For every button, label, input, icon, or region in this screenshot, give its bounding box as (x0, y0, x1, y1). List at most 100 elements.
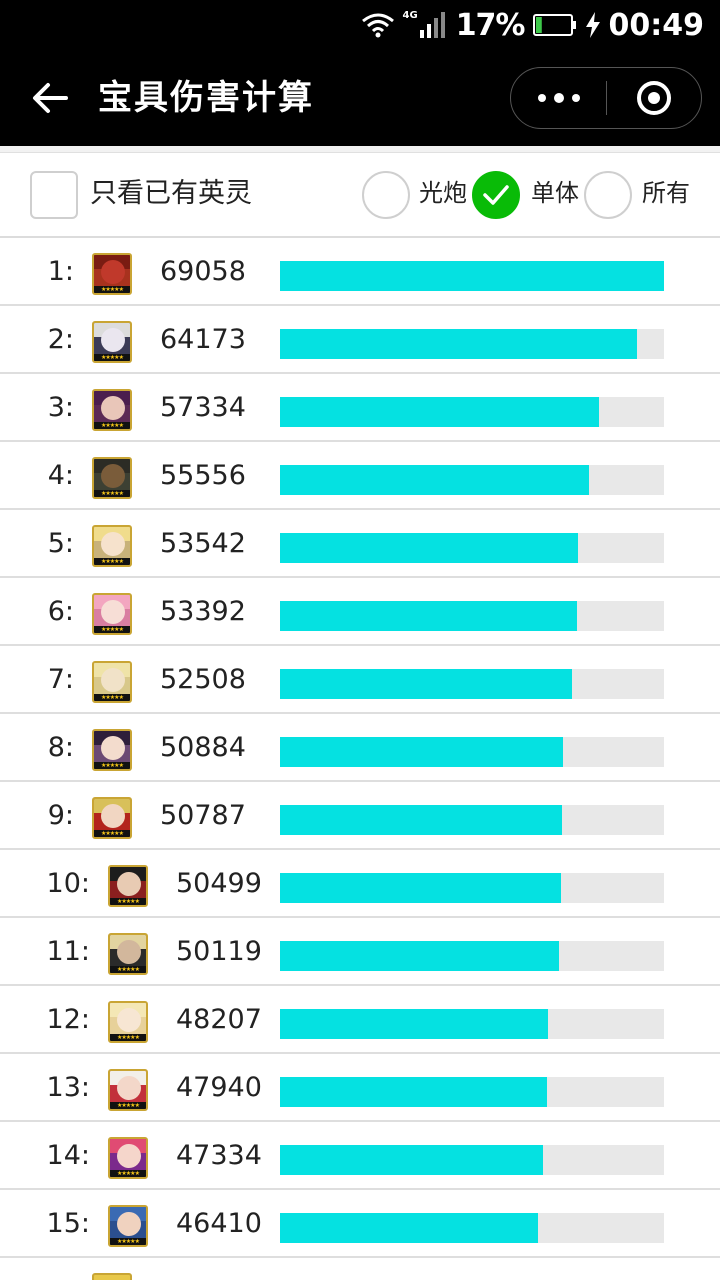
rarity-stars: ★★★★★ (110, 1238, 146, 1245)
servant-avatar: ★★★★★ (92, 321, 132, 363)
rarity-stars: ★★★★★ (110, 966, 146, 973)
damage-bar-fill (280, 941, 559, 971)
damage-bar-track (280, 329, 664, 359)
servant-avatar: ★★★★★ (92, 253, 132, 295)
damage-bar-fill (280, 465, 589, 495)
more-dot-icon (553, 93, 564, 103)
radio-single-target[interactable] (472, 171, 520, 219)
ranking-row[interactable]: 3: ★★★★★ 57334 (0, 374, 720, 442)
servant-avatar: ★★★★★ (108, 865, 148, 907)
ranking-row[interactable]: 14: ★★★★★ 47334 (0, 1122, 720, 1190)
rank-number: 8: (47, 732, 74, 763)
ranking-row[interactable]: 1: ★★★★★ 69058 (0, 238, 720, 306)
rank-number: 7: (47, 664, 74, 695)
ranking-row[interactable]: 10: ★★★★★ 50499 (0, 850, 720, 918)
ranking-row[interactable]: 2: ★★★★★ 64173 (0, 306, 720, 374)
ranking-row[interactable]: 7: ★★★★★ 52508 (0, 646, 720, 714)
avatar-face (101, 328, 125, 352)
rarity-stars: ★★★★★ (110, 898, 146, 905)
damage-bar-track (280, 601, 664, 631)
avatar-face (117, 872, 141, 896)
ranking-row[interactable]: 11: ★★★★★ 50119 (0, 918, 720, 986)
damage-bar-fill (280, 873, 561, 903)
rarity-stars: ★★★★★ (94, 762, 130, 769)
servant-avatar: ★★★★★ (108, 1205, 148, 1247)
damage-bar-fill (280, 261, 664, 291)
servant-avatar: ★★★★★ (108, 933, 148, 975)
servant-avatar: ★★★★★ (92, 661, 132, 703)
servant-avatar: ★★★★★ (108, 1069, 148, 1111)
damage-bar-fill (280, 1077, 547, 1107)
rarity-stars: ★★★★★ (94, 694, 130, 701)
ranking-row[interactable]: 15: ★★★★★ 46410 (0, 1190, 720, 1258)
only-owned-label[interactable]: 只看已有英灵 (90, 178, 252, 209)
avatar-face (117, 1076, 141, 1100)
charging-icon (585, 12, 600, 38)
damage-value: 50787 (160, 800, 246, 831)
damage-bar-track (280, 261, 664, 291)
miniprogram-capsule (510, 67, 702, 129)
rank-number: 4: (47, 460, 74, 491)
battery-icon (532, 14, 576, 36)
only-owned-checkbox[interactable] (30, 171, 78, 219)
radio-aoe[interactable] (362, 171, 410, 219)
damage-bar-track (280, 873, 664, 903)
rarity-stars: ★★★★★ (94, 626, 130, 633)
damage-bar-fill (280, 1009, 549, 1039)
more-dot-icon (571, 94, 580, 102)
ranking-list: 1: ★★★★★ 69058 2: ★★★★★ 64173 3: ★★★★★ 57334 4: ★★… (0, 238, 720, 1280)
close-miniprogram-button[interactable] (607, 68, 701, 128)
rank-number: 2: (47, 324, 74, 355)
ranking-row[interactable]: ★★★★★ (0, 1258, 720, 1280)
ranking-row[interactable]: 9: ★★★★★ 50787 (0, 782, 720, 850)
wifi-icon (361, 13, 394, 38)
ranking-row[interactable]: 5: ★★★★★ 53542 (0, 510, 720, 578)
damage-bar-fill (280, 669, 572, 699)
radio-all-label[interactable]: 所有 (642, 179, 690, 207)
rank-number: 11: (46, 936, 90, 967)
servant-avatar: ★★★★★ (92, 525, 132, 567)
target-dot (648, 92, 660, 104)
damage-bar-track (280, 805, 664, 835)
damage-bar-fill (280, 1213, 539, 1243)
radio-single-target-label[interactable]: 单体 (531, 179, 579, 207)
damage-bar-track (280, 1213, 664, 1243)
rank-number: 6: (47, 596, 74, 627)
ranking-row[interactable]: 4: ★★★★★ 55556 (0, 442, 720, 510)
damage-value: 55556 (160, 460, 246, 491)
radio-aoe-label[interactable]: 光炮 (419, 179, 467, 207)
ranking-row[interactable]: 6: ★★★★★ 53392 (0, 578, 720, 646)
damage-bar-track (280, 533, 664, 563)
network-type: 4G (402, 9, 418, 21)
servant-avatar: ★★★★★ (92, 457, 132, 499)
rank-number: 1: (47, 256, 74, 287)
avatar-face (117, 1008, 141, 1032)
rarity-stars: ★★★★★ (110, 1102, 146, 1109)
damage-value: 47940 (176, 1072, 262, 1103)
damage-value: 50884 (160, 732, 246, 763)
damage-bar-track (280, 1009, 664, 1039)
ranking-row[interactable]: 13: ★★★★★ 47940 (0, 1054, 720, 1122)
damage-bar-track (280, 669, 664, 699)
back-button[interactable] (28, 76, 72, 120)
rarity-stars: ★★★★★ (94, 354, 130, 361)
checkmark-icon (483, 185, 509, 205)
rank-number: 10: (46, 868, 90, 899)
avatar-face (101, 736, 125, 760)
rank-number: 15: (46, 1208, 90, 1239)
arrow-left-icon (33, 83, 68, 113)
damage-bar-fill (280, 737, 563, 767)
ranking-row[interactable]: 12: ★★★★★ 48207 (0, 986, 720, 1054)
ranking-row[interactable]: 8: ★★★★★ 50884 (0, 714, 720, 782)
radio-all[interactable] (584, 171, 632, 219)
damage-bar-track (280, 397, 664, 427)
more-button[interactable] (511, 68, 606, 128)
damage-bar-fill (280, 1145, 544, 1175)
rarity-stars: ★★★★★ (94, 558, 130, 565)
servant-avatar: ★★★★★ (92, 1273, 132, 1280)
rank-number: 3: (47, 392, 74, 423)
damage-bar-track (280, 737, 664, 767)
avatar-face (101, 532, 125, 556)
avatar-face (101, 396, 125, 420)
damage-value: 69058 (160, 256, 246, 287)
